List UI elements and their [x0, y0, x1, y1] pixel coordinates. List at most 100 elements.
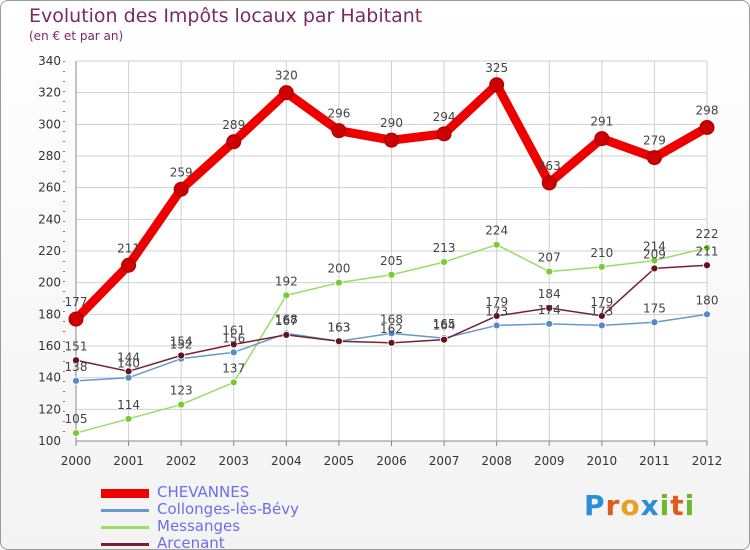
data-label: 298	[696, 104, 719, 118]
data-point	[541, 175, 557, 191]
data-point	[177, 400, 186, 409]
data-label: 161	[222, 323, 245, 337]
legend-label: Arcenant	[157, 534, 225, 550]
logo-letter: x	[640, 489, 660, 522]
data-point	[545, 267, 554, 276]
chart-subtitle: (en € et par an)	[29, 29, 124, 43]
data-point	[436, 126, 452, 142]
data-point	[492, 240, 501, 249]
data-label: 296	[327, 107, 350, 121]
data-label: 210	[590, 246, 613, 260]
data-point	[440, 335, 448, 344]
legend-label: Collonges-lès-Bévy	[157, 500, 300, 518]
data-point	[335, 278, 343, 287]
data-label: 180	[696, 293, 719, 307]
x-tick-label: 2001	[113, 454, 144, 468]
x-tick-label: 2010	[587, 454, 618, 468]
data-point	[387, 270, 396, 279]
data-point	[440, 258, 448, 266]
y-tick-label: 140	[38, 371, 61, 385]
data-label: 168	[275, 312, 298, 326]
data-label: 138	[65, 360, 88, 374]
data-point	[121, 257, 137, 273]
data-label: 184	[538, 287, 561, 301]
data-point	[387, 329, 396, 338]
y-tick-label: 340	[38, 54, 61, 68]
data-label: 214	[643, 240, 666, 254]
y-tick-label: 100	[38, 434, 61, 448]
data-label: 211	[696, 244, 719, 258]
data-label: 179	[590, 295, 613, 309]
x-tick-label: 2008	[481, 454, 512, 468]
y-tick-label: 240	[38, 212, 61, 226]
y-tick-label: 180	[38, 307, 61, 321]
data-label: 222	[696, 227, 719, 241]
data-point	[489, 77, 505, 93]
x-tick-label: 2002	[166, 454, 197, 468]
data-point	[650, 256, 659, 265]
data-point	[597, 312, 606, 320]
data-label: 173	[485, 304, 508, 318]
data-label: 291	[590, 115, 613, 129]
data-label: 289	[222, 118, 245, 132]
data-point	[335, 337, 343, 346]
y-tick-label: 120	[38, 402, 61, 416]
legend-swatch	[101, 526, 149, 529]
data-point	[650, 264, 659, 273]
data-label: 279	[643, 134, 666, 148]
data-label: 263	[538, 159, 561, 173]
data-label: 163	[327, 320, 350, 334]
logo-letter: P	[584, 489, 606, 522]
data-point	[597, 262, 606, 271]
legend-label: CHEVANNES	[157, 483, 250, 501]
data-point	[545, 319, 554, 328]
data-label: 200	[327, 262, 350, 276]
data-label: 179	[485, 295, 508, 309]
data-point	[229, 378, 238, 387]
y-tick-label: 160	[38, 339, 61, 353]
data-label: 175	[643, 301, 666, 315]
x-tick-label: 2000	[61, 454, 92, 468]
data-point	[703, 261, 711, 270]
data-label: 123	[170, 384, 193, 398]
data-label: 144	[117, 350, 140, 364]
data-point	[703, 310, 711, 319]
data-point	[594, 131, 610, 147]
data-label: 167	[275, 314, 298, 328]
data-point	[331, 123, 347, 139]
logo-letter: i	[659, 489, 671, 522]
data-label: 137	[222, 361, 245, 375]
legend-swatch	[101, 489, 149, 498]
legend-label: Messanges	[157, 517, 241, 535]
data-point	[68, 311, 84, 327]
data-label: 152	[170, 338, 193, 352]
data-point	[177, 351, 186, 360]
legend-swatch	[101, 543, 149, 546]
logo-letter: i	[684, 489, 696, 522]
x-tick-label: 2003	[218, 454, 249, 468]
x-tick-label: 2005	[324, 454, 355, 468]
data-label: 211	[117, 241, 140, 255]
x-tick-label: 2006	[376, 454, 407, 468]
logo-letter: o	[620, 489, 641, 522]
data-label: 114	[117, 398, 140, 412]
data-point	[597, 321, 606, 330]
data-point	[226, 134, 242, 150]
data-point	[282, 291, 291, 300]
data-point	[72, 356, 80, 365]
data-label: 325	[485, 61, 508, 75]
data-label: 259	[170, 165, 193, 179]
data-point	[384, 132, 399, 148]
data-label: 168	[380, 312, 403, 326]
data-label: 177	[65, 295, 88, 309]
y-tick-label: 320	[38, 86, 61, 100]
data-point	[703, 243, 711, 252]
x-tick-label: 2009	[534, 454, 565, 468]
data-label: 173	[590, 304, 613, 318]
data-point	[492, 312, 501, 320]
data-label: 207	[538, 251, 561, 265]
y-tick-label: 300	[38, 117, 61, 131]
data-point	[650, 318, 659, 327]
data-point	[646, 150, 662, 166]
